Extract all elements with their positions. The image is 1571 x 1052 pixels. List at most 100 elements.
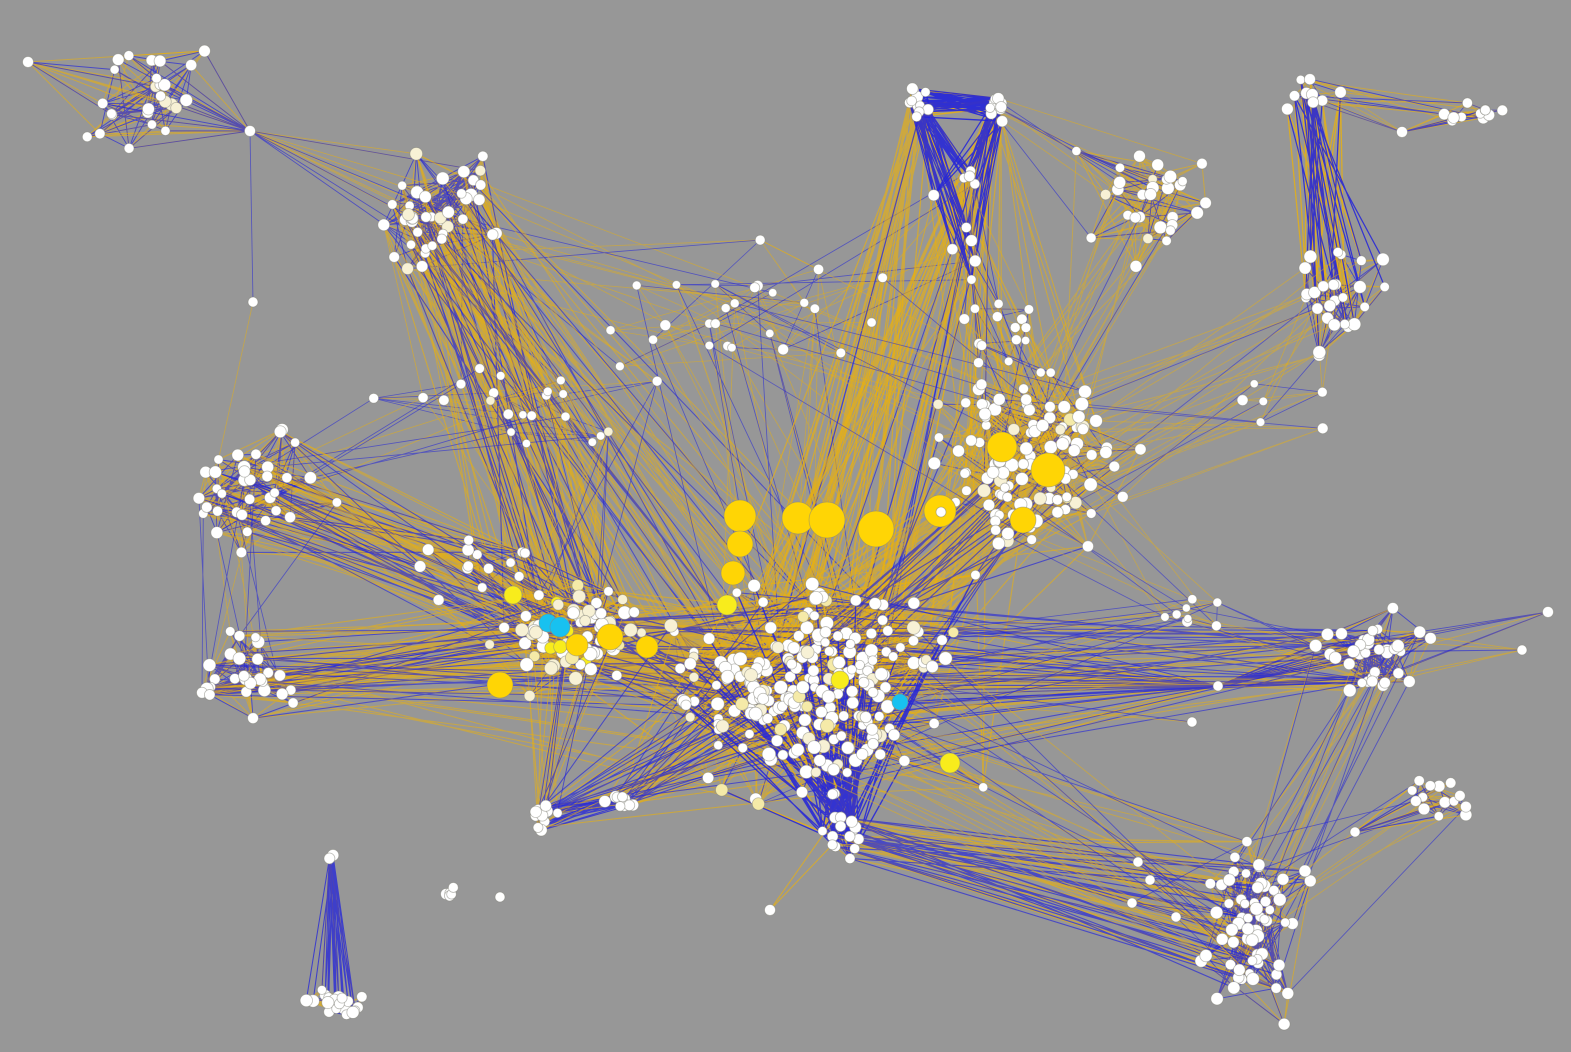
graph-node[interactable] <box>1259 914 1270 925</box>
graph-node[interactable] <box>849 843 861 854</box>
graph-node[interactable] <box>907 635 920 647</box>
graph-node[interactable] <box>233 630 246 642</box>
graph-node[interactable] <box>457 165 471 179</box>
graph-node[interactable] <box>813 754 827 767</box>
graph-node[interactable] <box>455 378 467 390</box>
graph-node[interactable] <box>1215 932 1229 946</box>
graph-node[interactable] <box>270 505 282 517</box>
graph-node[interactable] <box>1413 775 1425 787</box>
graph-node[interactable] <box>611 669 623 681</box>
graph-node[interactable] <box>250 632 261 643</box>
graph-node[interactable] <box>1212 680 1224 692</box>
graph-node[interactable] <box>792 630 805 642</box>
graph-node[interactable] <box>579 614 591 627</box>
graph-node[interactable] <box>969 178 981 190</box>
graph-node[interactable] <box>1089 414 1103 428</box>
graph-node[interactable] <box>513 571 525 582</box>
graph-node[interactable] <box>975 378 988 391</box>
graph-node[interactable] <box>774 723 788 736</box>
graph-node[interactable] <box>1126 897 1138 909</box>
graph-node[interactable] <box>1183 614 1193 623</box>
graph-node[interactable] <box>659 319 672 332</box>
graph-node[interactable] <box>1433 811 1444 822</box>
graph-node-highlighted[interactable] <box>830 670 850 690</box>
graph-node[interactable] <box>623 799 636 812</box>
graph-node[interactable] <box>821 689 836 704</box>
graph-node[interactable] <box>484 639 495 650</box>
graph-node[interactable] <box>906 620 921 635</box>
graph-node[interactable] <box>1144 188 1157 201</box>
graph-node[interactable] <box>1410 795 1422 807</box>
graph-node[interactable] <box>566 606 580 620</box>
graph-node[interactable] <box>485 395 496 406</box>
graph-node[interactable] <box>801 700 814 713</box>
graph-node[interactable] <box>462 560 474 572</box>
graph-node[interactable] <box>1153 220 1168 235</box>
graph-node[interactable] <box>1023 304 1035 315</box>
graph-node[interactable] <box>1406 785 1418 796</box>
graph-node[interactable] <box>1241 836 1253 848</box>
graph-node[interactable] <box>1307 96 1320 109</box>
graph-node[interactable] <box>1447 111 1460 124</box>
graph-node[interactable] <box>702 771 715 784</box>
graph-node[interactable] <box>388 251 400 263</box>
graph-node[interactable] <box>1516 644 1528 656</box>
graph-node[interactable] <box>486 228 499 241</box>
graph-node[interactable] <box>798 713 812 727</box>
graph-node[interactable] <box>1264 904 1275 915</box>
graph-node[interactable] <box>1163 169 1178 184</box>
graph-node[interactable] <box>1132 856 1144 868</box>
graph-node[interactable] <box>1061 491 1073 503</box>
graph-node[interactable] <box>731 587 742 598</box>
graph-node[interactable] <box>827 763 841 777</box>
graph-node-highlighted[interactable] <box>565 633 589 657</box>
graph-node[interactable] <box>1023 403 1036 417</box>
graph-node[interactable] <box>1295 74 1306 85</box>
graph-node[interactable] <box>461 543 475 557</box>
graph-node[interactable] <box>235 546 248 559</box>
graph-node[interactable] <box>977 483 992 498</box>
graph-node[interactable] <box>815 705 828 719</box>
graph-node[interactable] <box>1017 458 1029 470</box>
graph-node[interactable] <box>323 852 336 865</box>
graph-node[interactable] <box>1259 895 1272 908</box>
graph-node[interactable] <box>1108 460 1121 473</box>
graph-node[interactable] <box>1160 612 1170 622</box>
graph-node[interactable] <box>1496 104 1509 117</box>
graph-node[interactable] <box>1276 872 1290 886</box>
graph-node[interactable] <box>874 667 889 681</box>
graph-node[interactable] <box>201 501 213 513</box>
graph-node[interactable] <box>1085 232 1097 244</box>
graph-node[interactable] <box>1129 259 1143 273</box>
graph-node[interactable] <box>1272 892 1287 907</box>
graph-node[interactable] <box>595 607 608 620</box>
graph-node-highlighted[interactable] <box>596 623 624 651</box>
graph-node[interactable] <box>533 589 545 601</box>
graph-node[interactable] <box>807 740 822 755</box>
graph-node[interactable] <box>846 664 857 675</box>
graph-node[interactable] <box>702 632 716 645</box>
graph-node[interactable] <box>1133 149 1146 163</box>
graph-node[interactable] <box>1077 423 1089 436</box>
graph-node[interactable] <box>208 465 222 479</box>
graph-node[interactable] <box>1211 620 1222 632</box>
graph-node[interactable] <box>1247 955 1258 966</box>
graph-node[interactable] <box>518 636 532 650</box>
graph-node[interactable] <box>519 547 531 559</box>
graph-node[interactable] <box>1196 157 1208 170</box>
graph-node[interactable] <box>210 526 224 540</box>
graph-node[interactable] <box>435 171 450 186</box>
graph-node[interactable] <box>247 712 259 725</box>
graph-node[interactable] <box>1227 935 1240 949</box>
graph-node[interactable] <box>1054 424 1066 436</box>
graph-node[interactable] <box>1085 449 1098 461</box>
graph-node[interactable] <box>1255 417 1266 427</box>
graph-node[interactable] <box>427 240 438 251</box>
graph-node[interactable] <box>539 799 552 812</box>
graph-node[interactable] <box>867 737 880 750</box>
graph-node[interactable] <box>1043 440 1058 455</box>
graph-node[interactable] <box>1021 335 1031 346</box>
graph-node[interactable] <box>958 313 971 325</box>
graph-node[interactable] <box>1074 396 1089 412</box>
